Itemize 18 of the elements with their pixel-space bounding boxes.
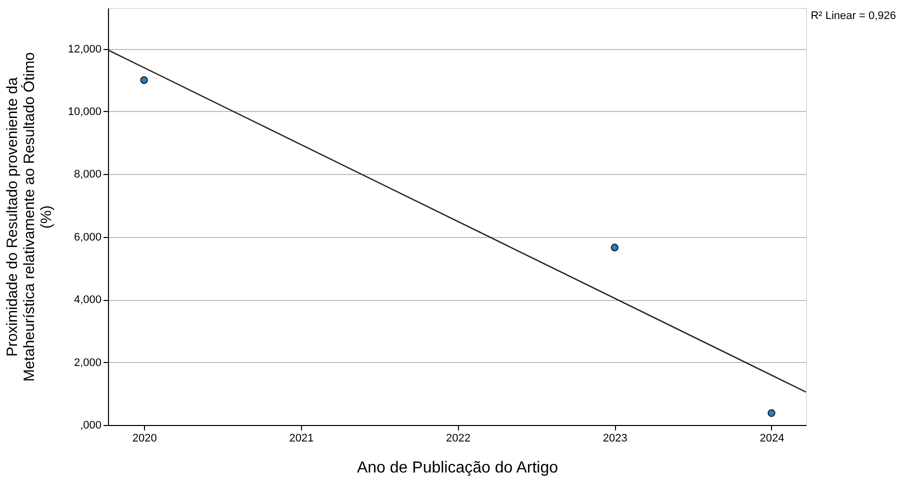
x-tick-label: 2022 xyxy=(446,432,471,444)
point xyxy=(610,244,618,252)
y-tick-label: ,000 xyxy=(80,420,102,432)
y-tick-label: 8,000 xyxy=(74,168,102,181)
point xyxy=(140,76,148,84)
y-tick-label: 4,000 xyxy=(74,294,102,306)
x-tick-label: 2021 xyxy=(289,432,314,444)
x-tick-label: 2020 xyxy=(132,432,157,444)
point xyxy=(768,409,776,417)
y-tick-label: 12,000 xyxy=(68,43,102,56)
x-axis-title: Ano de Publicação do Artigo xyxy=(356,460,558,476)
y-axis-title: Proximidade do Resultado proveniente da Metaheurística relativamente ao Resultado Ótimo (%) xyxy=(4,52,55,382)
y-tick-label: 10,000 xyxy=(68,106,102,118)
y-tick-label: 6,000 xyxy=(74,231,102,244)
x-tick-label: 2023 xyxy=(602,432,628,444)
x-tick-label: 2024 xyxy=(760,432,784,444)
y-tick-label: 2,000 xyxy=(74,356,102,369)
text: R² Linear = 0,926 xyxy=(810,10,896,22)
